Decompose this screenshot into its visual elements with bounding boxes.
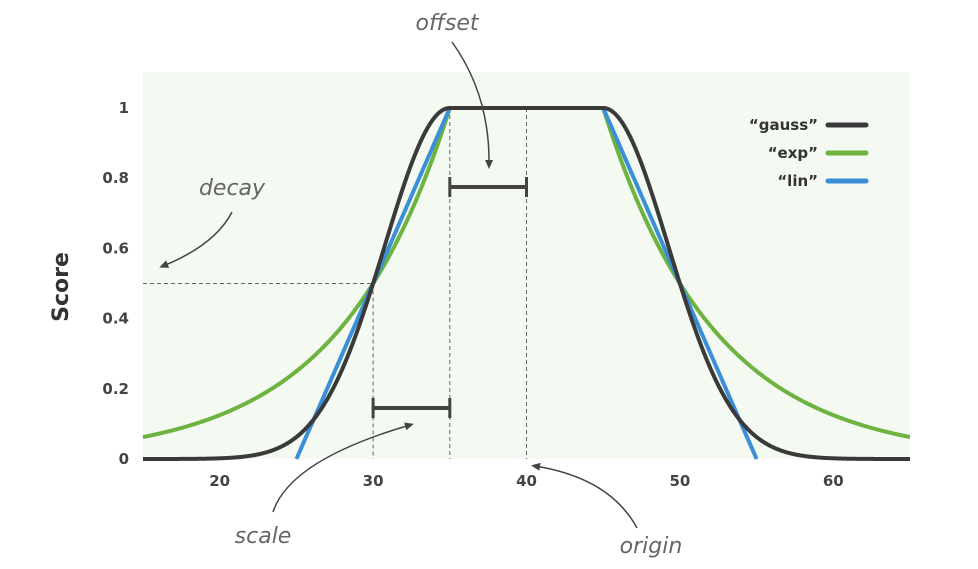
legend-label: “exp” (768, 144, 818, 162)
legend-item-lin: “lin” (777, 172, 869, 190)
x-tick-label: 50 (669, 472, 690, 490)
origin-arrow (531, 462, 638, 529)
annotation-decay: decay (199, 176, 266, 201)
series-line-gauss (142, 106, 911, 461)
scale-bracket (371, 398, 452, 418)
legend-label: “gauss” (749, 116, 818, 134)
x-tick-label: 40 (516, 472, 537, 490)
reference-lines (143, 108, 527, 459)
legend-item-exp: “exp” (768, 144, 869, 162)
annotation-scale: scale (235, 524, 292, 549)
offset-bracket (448, 177, 528, 197)
annotation-arrows (159, 41, 638, 529)
x-axis-ticks: 20 30 40 50 60 (209, 472, 843, 490)
interval-brackets (371, 177, 528, 418)
legend-item-gauss: “gauss” (749, 116, 869, 134)
y-tick-label: 0.4 (102, 310, 129, 328)
y-axis-label: Score (49, 252, 74, 322)
y-axis-ticks: 0 0.2 0.4 0.6 0.8 1 (102, 99, 129, 468)
decay-arrow (159, 211, 233, 268)
x-tick-label: 60 (823, 472, 844, 490)
y-tick-label: 0 (119, 450, 129, 468)
annotation-offset: offset (416, 11, 480, 36)
y-tick-label: 1 (119, 99, 129, 117)
scale-arrow (272, 422, 414, 513)
legend-label: “lin” (777, 172, 818, 190)
x-tick-label: 20 (209, 472, 230, 490)
y-tick-label: 0.2 (102, 380, 129, 398)
annotation-origin: origin (620, 534, 683, 559)
series-curves (142, 106, 911, 461)
y-tick-label: 0.8 (102, 169, 129, 187)
offset-arrow (451, 41, 494, 169)
y-tick-label: 0.6 (102, 239, 129, 257)
legend: “gauss” “exp” “lin” (749, 116, 869, 190)
x-tick-label: 30 (363, 472, 384, 490)
